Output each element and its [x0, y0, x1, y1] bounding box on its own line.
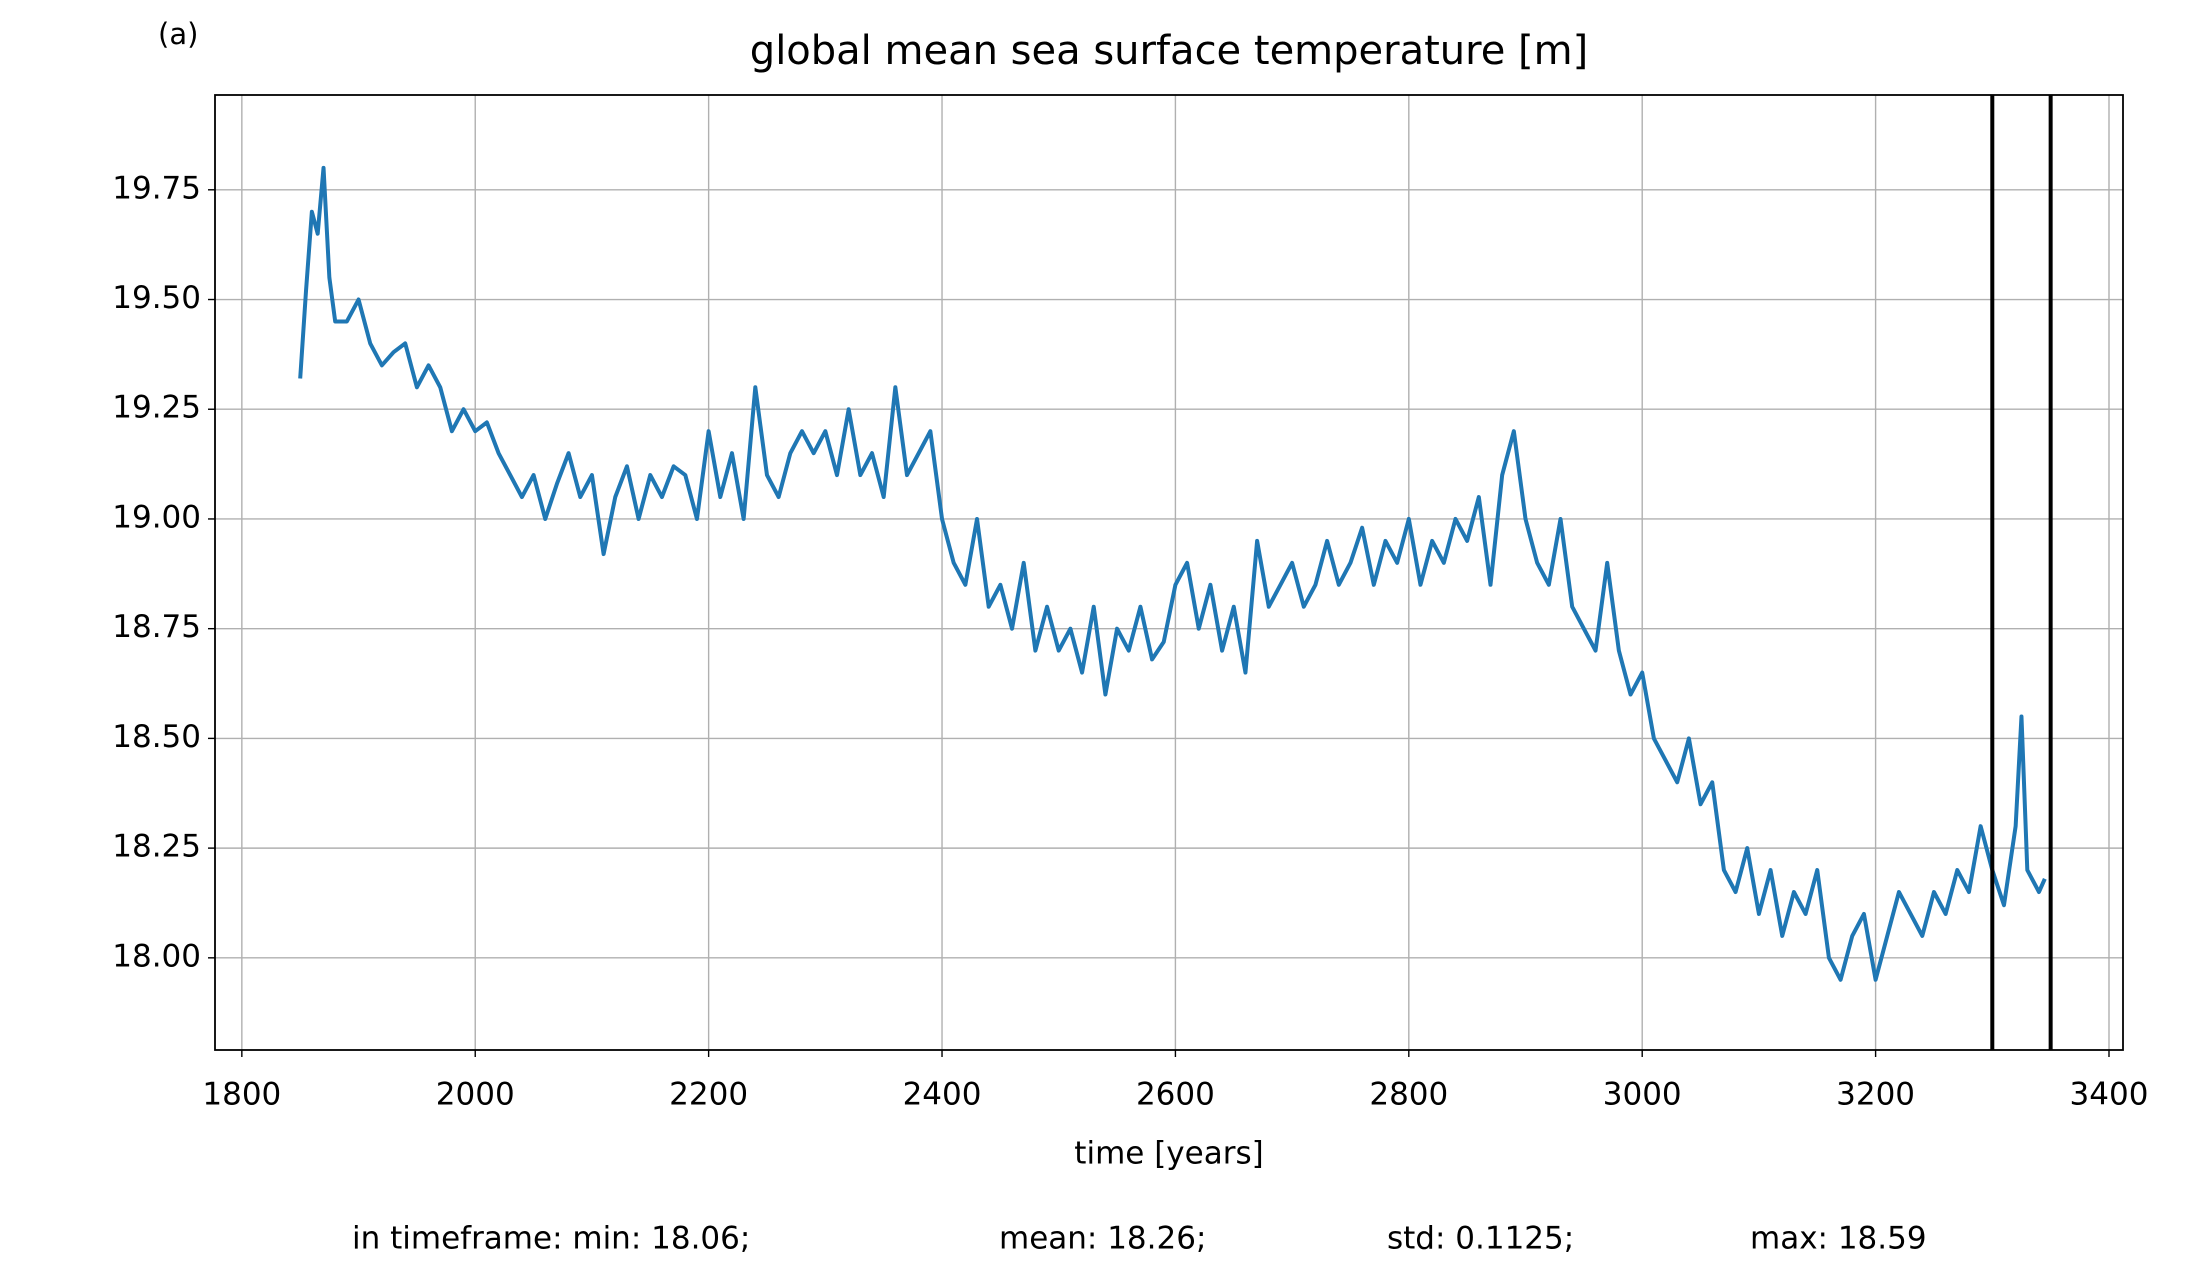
panel-label: (a): [158, 17, 198, 51]
y-tick-label: 19.25: [112, 390, 201, 426]
x-tick-label: 2800: [1369, 1077, 1448, 1113]
x-tick-label: 3000: [1603, 1077, 1682, 1113]
x-tick-label: 2200: [669, 1077, 748, 1113]
x-tick-label: 2000: [436, 1077, 515, 1113]
plot-frame: [214, 94, 2124, 1051]
stats-text: max: 18.59: [1750, 1221, 1927, 1257]
x-axis-label: time [years]: [1074, 1136, 1263, 1172]
y-tick-label: 19.75: [112, 170, 201, 206]
x-tick-label: 2400: [903, 1077, 982, 1113]
x-tick-label: 3200: [1836, 1077, 1915, 1113]
y-tick-label: 19.00: [112, 499, 201, 535]
stats-text: in timeframe: min: 18.06;: [352, 1221, 750, 1257]
y-tick-label: 18.75: [112, 609, 201, 645]
y-tick-label: 18.25: [112, 829, 201, 865]
x-tick-label: 1800: [202, 1077, 281, 1113]
y-tick-label: 19.50: [112, 280, 201, 316]
stats-text: mean: 18.26;: [999, 1221, 1206, 1257]
chart-title: global mean sea surface temperature [m]: [750, 28, 1588, 74]
x-tick-label: 2600: [1136, 1077, 1215, 1113]
x-tick-label: 3400: [2070, 1077, 2149, 1113]
data-line: [298, 165, 2047, 982]
stats-text: std: 0.1125;: [1387, 1221, 1574, 1257]
y-tick-label: 18.00: [112, 938, 201, 974]
y-tick-label: 18.50: [112, 719, 201, 755]
